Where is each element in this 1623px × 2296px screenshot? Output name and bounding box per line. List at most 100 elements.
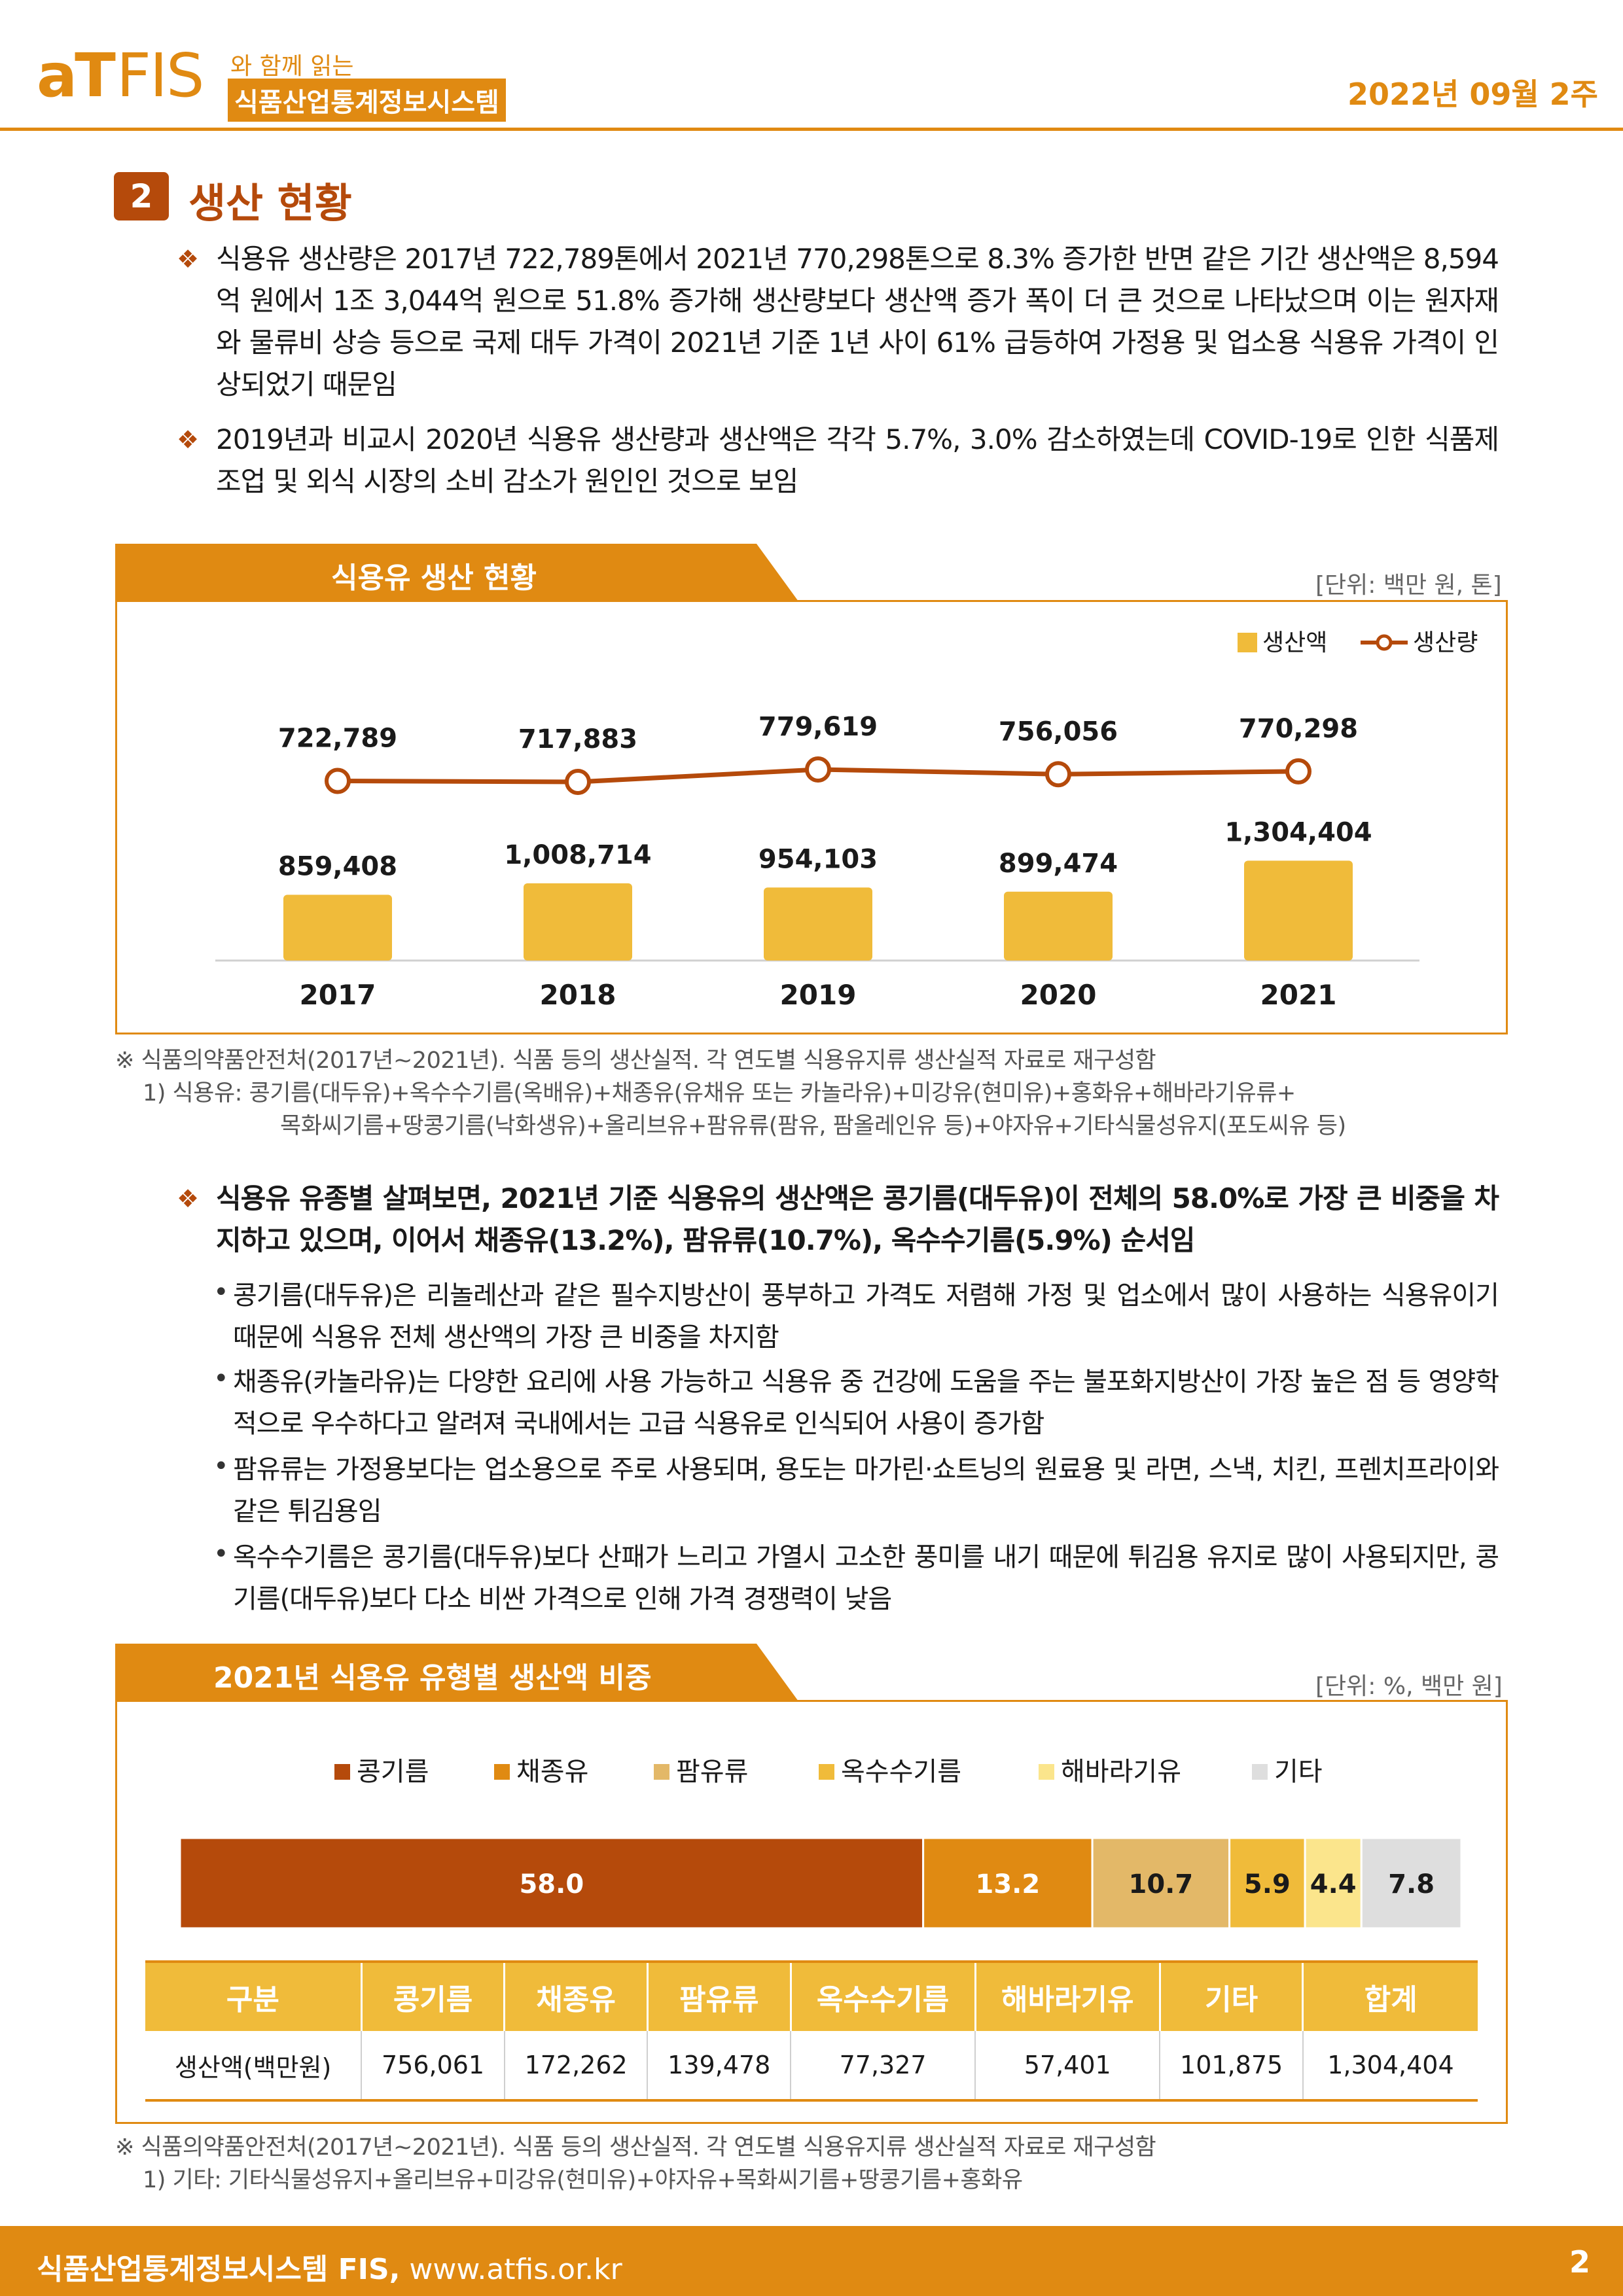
chart2-unit: [단위: %, 백만 원] bbox=[1315, 1673, 1503, 1700]
page-number: 2 bbox=[1569, 2244, 1590, 2280]
sub-paragraph-4: 옥수수기름은 콩기름(대두유)보다 산패가 느리고 가열시 고소한 풍미를 내기… bbox=[233, 1542, 1499, 1614]
legend-label-2: 팜유류 bbox=[676, 1757, 748, 1787]
x-tick-2021: 2021 bbox=[1260, 979, 1337, 1011]
chart1-unit: [단위: 백만 원, 톤] bbox=[1315, 572, 1502, 599]
table-cell: 생산액(백만원) bbox=[145, 2031, 362, 2102]
paragraph-3: 식용유 유종별 살펴보면, 2021년 기준 식용유의 생산액은 콩기름(대두유… bbox=[216, 1182, 1499, 1256]
bar-label-2019: 954,103 bbox=[758, 844, 878, 874]
legend-swatch-1 bbox=[494, 1764, 510, 1780]
bar-label-2021: 1,304,404 bbox=[1224, 817, 1372, 847]
bar-2020 bbox=[1004, 891, 1113, 961]
table-header-cell: 채종유 bbox=[503, 1960, 648, 2031]
segment-3 bbox=[1228, 1837, 1306, 1930]
sub-bullet-dot: • bbox=[213, 1451, 229, 1481]
footer-url[interactable]: www.atfis.or.kr bbox=[400, 2253, 622, 2286]
legend-swatch-5 bbox=[1252, 1764, 1268, 1780]
segment-label-0: 58.0 bbox=[519, 1869, 584, 1899]
table-cell: 57,401 bbox=[974, 2031, 1160, 2102]
line-label-2021: 770,298 bbox=[1239, 714, 1358, 744]
line-point-2020 bbox=[1045, 761, 1071, 788]
table-row: 생산액(백만원) 756,061 172,262 139,478 77,327 57,40… bbox=[145, 2031, 1478, 2102]
bar-2021 bbox=[1244, 860, 1353, 961]
legend-swatch-2 bbox=[654, 1764, 669, 1780]
table-header-cell: 팜유류 bbox=[646, 1960, 791, 2031]
bar-2019 bbox=[764, 887, 872, 961]
section-title: 생산 현황 bbox=[188, 179, 352, 227]
segment-label-2: 10.7 bbox=[1128, 1869, 1193, 1899]
table-cell: 139,478 bbox=[647, 2031, 791, 2102]
table-cell: 756,061 bbox=[361, 2031, 505, 2102]
legend-marker bbox=[1376, 634, 1393, 651]
legend-label-bar: 생산액 bbox=[1262, 629, 1327, 656]
paragraph-2: 2019년과 비교시 2020년 식용유 생산량과 생산액은 각각 5.7%, … bbox=[216, 423, 1499, 497]
production-chart: 생산액 생산량 859,408 2017 1,008,714 2018 954,103 201… bbox=[215, 629, 1478, 1011]
segment-label-4: 4.4 bbox=[1310, 1869, 1357, 1899]
chart1-footnote-1: 1) 식용유: 콩기름(대두유)+옥수수기름(옥배유)+채종유(유채유 또는 카… bbox=[143, 1080, 1296, 1106]
diamond-bullet-icon: ❖ bbox=[177, 425, 200, 454]
chart1-box: 생산액 생산량 859,408 2017 1,008,714 2018 954,103 201… bbox=[115, 600, 1508, 1034]
segment-5 bbox=[1360, 1837, 1463, 1930]
logo-subtitle: 와 함께 읽는 bbox=[230, 53, 354, 80]
sub-paragraph-3: 팜유류는 가정용보다는 업소용으로 주로 사용되며, 용도는 마가린·쇼트닝의 … bbox=[233, 1455, 1499, 1527]
chart2-tab: 2021년 식용유 유형별 생산액 비중 bbox=[115, 1644, 798, 1701]
chart2-source-note: ※ 식품의약품안전처(2017년~2021년). 식품 등의 생산실적. 각 연… bbox=[115, 2134, 1156, 2161]
line-point-2017 bbox=[325, 768, 351, 794]
legend-label-3: 옥수수기름 bbox=[841, 1757, 961, 1787]
legend-swatch-0 bbox=[334, 1764, 350, 1780]
table-header-cell: 콩기름 bbox=[360, 1960, 505, 2031]
section-number: 2 bbox=[114, 172, 169, 221]
bar-label-2017: 859,408 bbox=[278, 851, 397, 881]
table-header-cell: 해바라기유 bbox=[974, 1960, 1160, 2031]
line-point-2021 bbox=[1285, 758, 1311, 785]
legend-swatch-4 bbox=[1039, 1764, 1054, 1780]
segment-4 bbox=[1304, 1837, 1363, 1930]
x-tick-2018: 2018 bbox=[540, 979, 616, 1011]
footer-site: 식품산업통계정보시스템 FIS, www.atfis.or.kr bbox=[37, 2246, 622, 2287]
sub-bullet-dot: • bbox=[213, 1277, 229, 1307]
table-header-cell: 구분 bbox=[145, 1960, 362, 2031]
sub-paragraph-2: 채종유(카놀라유)는 다양한 요리에 사용 가능하고 식용유 중 건강에 도움을… bbox=[233, 1367, 1499, 1439]
page-footer: 식품산업통계정보시스템 FIS, www.atfis.or.kr 2 bbox=[0, 2226, 1623, 2296]
diamond-bullet-icon: ❖ bbox=[177, 1184, 200, 1213]
legend-label-5: 기타 bbox=[1274, 1757, 1323, 1787]
x-tick-2017: 2017 bbox=[300, 979, 376, 1011]
line-label-2017: 722,789 bbox=[278, 723, 397, 753]
legend-label-0: 콩기름 bbox=[357, 1757, 429, 1787]
footer-site-name: 식품산업통계정보시스템 FIS, bbox=[37, 2253, 401, 2286]
table-header-cell: 합계 bbox=[1302, 1960, 1478, 2031]
chart1-source-note: ※ 식품의약품안전처(2017년~2021년). 식품 등의 생산실적. 각 연… bbox=[115, 1048, 1156, 1074]
chart1-tab: 식용유 생산 현황 bbox=[115, 544, 798, 601]
chart1-footnote-2: 목화씨기름+땅콩기름(낙화생유)+올리브유+팜유류(팜유, 팜올레인유 등)+야… bbox=[280, 1113, 1346, 1139]
logo-at: aT bbox=[37, 41, 116, 111]
issue-date: 2022년 09월 2주 bbox=[1347, 77, 1598, 112]
legend-swatch-bar bbox=[1238, 633, 1257, 652]
segment-label-3: 5.9 bbox=[1244, 1869, 1291, 1899]
line-label-2018: 717,883 bbox=[518, 724, 637, 754]
chart2-title: 2021년 식용유 유형별 생산액 비중 bbox=[213, 1661, 652, 1695]
share-chart: 콩기름 채종유 팜유류 옥수수기름 해바라기유 기타 58.0 13.2 10.7 5.9 4.4 7… bbox=[179, 1757, 1463, 1930]
logo-system-name: 식품산업통계정보시스템 bbox=[228, 79, 506, 122]
page-header: aT FIS 와 함께 읽는 식품산업통계정보시스템 2022년 09월 2주 bbox=[0, 0, 1623, 131]
x-tick-2019: 2019 bbox=[780, 979, 857, 1011]
line-label-2019: 779,619 bbox=[758, 712, 878, 742]
segment-1 bbox=[922, 1837, 1094, 1930]
legend-label-1: 채종유 bbox=[516, 1757, 588, 1787]
chart2-footnote: 1) 기타: 기타식물성유지+올리브유+미강유(현미유)+야자유+목화씨기름+땅… bbox=[143, 2167, 1023, 2193]
bar-2017 bbox=[283, 894, 392, 961]
segment-label-5: 7.8 bbox=[1388, 1869, 1435, 1899]
logo-fis: FIS bbox=[116, 41, 204, 111]
segment-0 bbox=[179, 1837, 925, 1930]
chart1-title: 식용유 생산 현황 bbox=[331, 561, 537, 595]
production-value-table: 구분 콩기름 채종유 팜유류 옥수수기름 해바라기유 기타 합계 생산액(백만원) 756,06… bbox=[145, 1960, 1478, 2102]
legend-swatch-3 bbox=[819, 1764, 834, 1780]
table-cell: 172,262 bbox=[503, 2031, 648, 2102]
line-label-2020: 756,056 bbox=[999, 716, 1118, 747]
table-cell: 77,327 bbox=[790, 2031, 976, 2102]
line-point-2019 bbox=[805, 756, 831, 783]
paragraph-1: 식용유 생산량은 2017년 722,789톤에서 2021년 770,298톤… bbox=[216, 243, 1499, 400]
bar-label-2018: 1,008,714 bbox=[504, 840, 651, 870]
sub-bullet-dot: • bbox=[213, 1539, 229, 1569]
x-tick-2020: 2020 bbox=[1020, 979, 1097, 1011]
table-cell: 101,875 bbox=[1159, 2031, 1303, 2102]
legend-label-4: 해바라기유 bbox=[1061, 1757, 1181, 1787]
